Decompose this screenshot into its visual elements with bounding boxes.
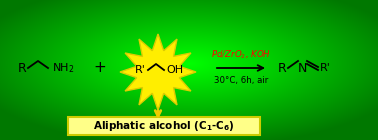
Text: Aliphatic alcohol ($\mathregular{C_1}$-$\mathregular{C_6}$): Aliphatic alcohol ($\mathregular{C_1}$-$… (93, 119, 235, 133)
Polygon shape (120, 34, 196, 110)
Text: +: + (94, 60, 106, 75)
Text: N: N (297, 61, 307, 74)
Text: R': R' (135, 65, 146, 75)
FancyBboxPatch shape (68, 117, 260, 135)
Text: R: R (18, 61, 26, 74)
Text: OH: OH (166, 65, 183, 75)
Text: R: R (277, 61, 287, 74)
Text: R': R' (320, 63, 331, 73)
Text: Pd/ZrO$_2$, KOH: Pd/ZrO$_2$, KOH (211, 49, 271, 61)
Text: NH$_2$: NH$_2$ (52, 61, 74, 75)
Text: 30°C, 6h, air: 30°C, 6h, air (214, 75, 268, 85)
